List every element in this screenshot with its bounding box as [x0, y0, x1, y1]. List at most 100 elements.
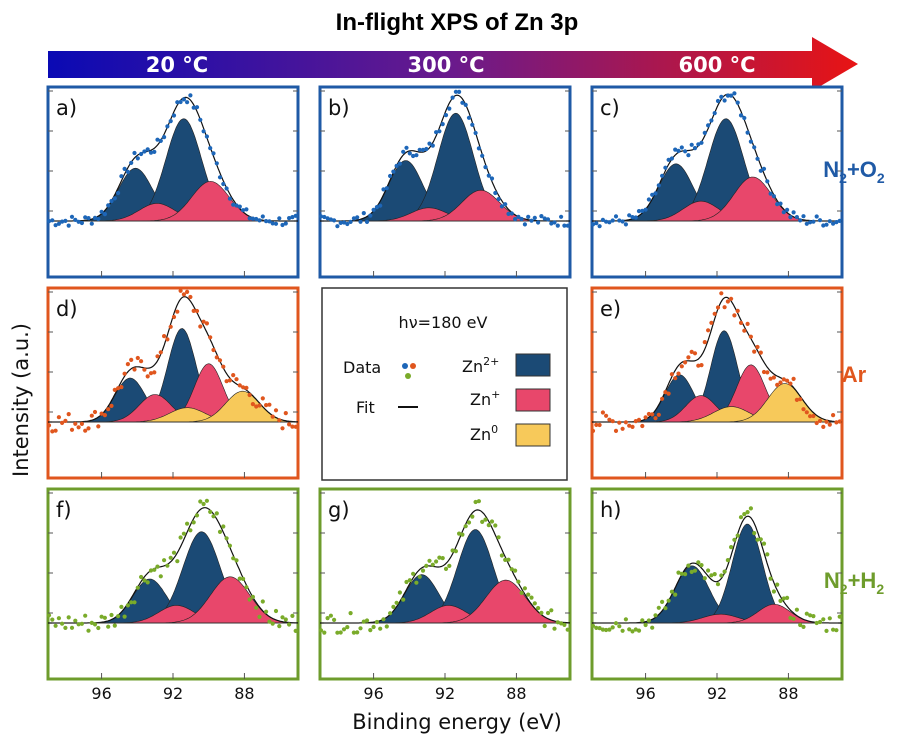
data-point [808, 613, 813, 618]
data-point [267, 619, 272, 624]
data-point [260, 599, 265, 604]
data-point [99, 209, 104, 214]
data-point [636, 209, 642, 214]
data-point [791, 376, 796, 381]
data-point [679, 364, 684, 369]
data-point [817, 218, 823, 223]
data-point [811, 219, 816, 224]
data-point [388, 173, 393, 179]
data-point [613, 214, 619, 219]
data-point [46, 423, 52, 428]
data-point [476, 146, 481, 151]
data-point [729, 545, 734, 550]
atmosphere-label-ar: Ar [842, 362, 867, 387]
data-point [335, 630, 340, 635]
panel-d: d) [46, 286, 300, 480]
data-point [237, 204, 242, 209]
data-point [633, 627, 638, 632]
data-point [600, 217, 606, 222]
data-point [204, 134, 209, 139]
data-point [473, 499, 478, 505]
data-point [653, 613, 658, 618]
data-point [201, 501, 206, 507]
temperature-gradient-arrow [48, 37, 858, 91]
data-point [257, 403, 262, 408]
data-point [76, 425, 81, 430]
data-point [142, 367, 147, 372]
data-point [185, 521, 190, 526]
data-point [519, 216, 524, 222]
data-point [516, 579, 521, 584]
data-point [489, 176, 495, 181]
panel-label: f) [56, 498, 72, 522]
data-point [178, 99, 183, 105]
data-point [827, 219, 832, 224]
data-point [231, 202, 236, 207]
data-point [715, 582, 721, 587]
data-point [450, 548, 455, 553]
data-point [725, 299, 731, 304]
data-point [142, 149, 147, 154]
data-point [204, 498, 209, 503]
data-point [752, 349, 757, 354]
temperature-arrow: 20 °C 300 °C 600 °C [48, 37, 858, 91]
data-point [486, 523, 491, 528]
data-point [287, 622, 292, 627]
data-point [325, 616, 330, 621]
data-point [273, 408, 279, 413]
data-point [676, 371, 681, 376]
data-point [623, 420, 629, 425]
data-point [597, 422, 602, 428]
data-point [798, 397, 803, 402]
data-point [536, 220, 541, 225]
data-point [440, 556, 445, 561]
data-point [273, 608, 279, 614]
data-point [460, 100, 465, 105]
data-point [201, 319, 206, 324]
data-point [407, 151, 412, 156]
data-point [158, 574, 163, 579]
data-point [785, 378, 790, 383]
data-point [280, 426, 285, 431]
data-point [378, 203, 383, 208]
data-point [758, 168, 763, 173]
data-point [381, 617, 386, 622]
temperature-label-600: 600 °C [678, 53, 755, 77]
data-point [158, 138, 163, 143]
data-point [112, 623, 117, 628]
data-point [260, 396, 265, 401]
data-point [679, 145, 684, 150]
data-point [834, 220, 839, 225]
data-point [811, 614, 816, 619]
data-point [427, 558, 432, 563]
panel-a: a) [46, 85, 300, 279]
data-point [287, 216, 292, 221]
data-point [244, 385, 249, 390]
data-point [526, 592, 531, 597]
x-tick-label: 92 [163, 684, 183, 703]
data-point [191, 520, 196, 525]
data-point [411, 571, 416, 576]
data-point [50, 617, 55, 622]
data-point [139, 151, 144, 157]
data-point [679, 571, 684, 576]
data-point [237, 383, 242, 388]
data-point [318, 628, 324, 633]
data-point [643, 207, 648, 212]
data-point [706, 328, 711, 333]
data-point [646, 618, 652, 623]
data-point [92, 409, 98, 415]
data-point [250, 216, 255, 221]
data-point [633, 419, 638, 424]
data-point [673, 376, 678, 381]
data-point [742, 511, 747, 517]
data-point [831, 221, 836, 226]
data-point [738, 515, 744, 520]
data-point [60, 420, 65, 425]
data-point [788, 381, 793, 386]
data-point [686, 563, 691, 568]
atmosphere-labels: N2+O2 Ar N2+H2 [823, 157, 885, 597]
data-point [148, 150, 154, 155]
data-point [529, 218, 534, 223]
data-point [640, 423, 645, 429]
